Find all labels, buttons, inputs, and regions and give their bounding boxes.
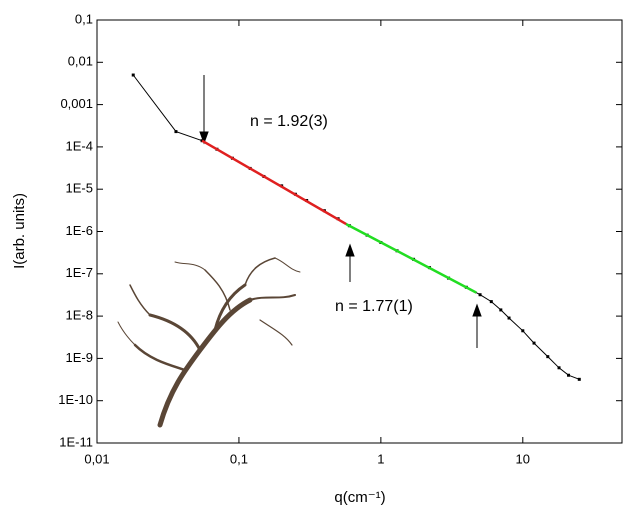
y-axis-title: I(arb. units) bbox=[11, 193, 28, 269]
y-tick-label: 1E-5 bbox=[66, 181, 93, 196]
annotation: n = 1.77(1) bbox=[335, 298, 413, 315]
x-axis-title: q(cm⁻¹) bbox=[334, 489, 385, 506]
x-tick-label: 10 bbox=[516, 451, 530, 466]
y-tick-label: 1E-4 bbox=[66, 138, 93, 153]
data-point bbox=[577, 377, 581, 381]
data-point bbox=[489, 300, 493, 304]
x-tick-label: 0,01 bbox=[84, 451, 109, 466]
data-point bbox=[557, 366, 561, 370]
data-point bbox=[478, 293, 482, 297]
y-tick-label: 1E-6 bbox=[66, 223, 93, 238]
y-tick-label: 0,01 bbox=[68, 54, 93, 69]
data-line bbox=[132, 74, 580, 380]
data-point bbox=[546, 355, 550, 359]
x-tick-label: 1 bbox=[377, 451, 384, 466]
y-tick-label: 0,1 bbox=[75, 11, 93, 26]
data-point bbox=[131, 73, 135, 77]
arrows bbox=[199, 75, 482, 348]
fit-line bbox=[201, 139, 347, 226]
data-point bbox=[521, 329, 525, 333]
data-point bbox=[532, 341, 536, 345]
y-tick-label: 1E-10 bbox=[58, 392, 93, 407]
y-tick-label: 1E-9 bbox=[66, 350, 93, 365]
y-tick-label: 1E-8 bbox=[66, 308, 93, 323]
y-tick-label: 0,001 bbox=[60, 96, 93, 111]
annotation: n = 1.92(3) bbox=[250, 113, 328, 130]
x-tick-label: 0,1 bbox=[230, 451, 248, 466]
data-point bbox=[507, 316, 511, 320]
fit-line bbox=[345, 222, 477, 294]
tree-illustration bbox=[117, 257, 301, 428]
data-point bbox=[200, 139, 204, 143]
data-point bbox=[499, 308, 503, 312]
y-tick-label: 1E-11 bbox=[59, 434, 93, 449]
data-point bbox=[567, 373, 571, 377]
y-tick-label: 1E-7 bbox=[66, 265, 93, 280]
data-point bbox=[174, 130, 178, 134]
